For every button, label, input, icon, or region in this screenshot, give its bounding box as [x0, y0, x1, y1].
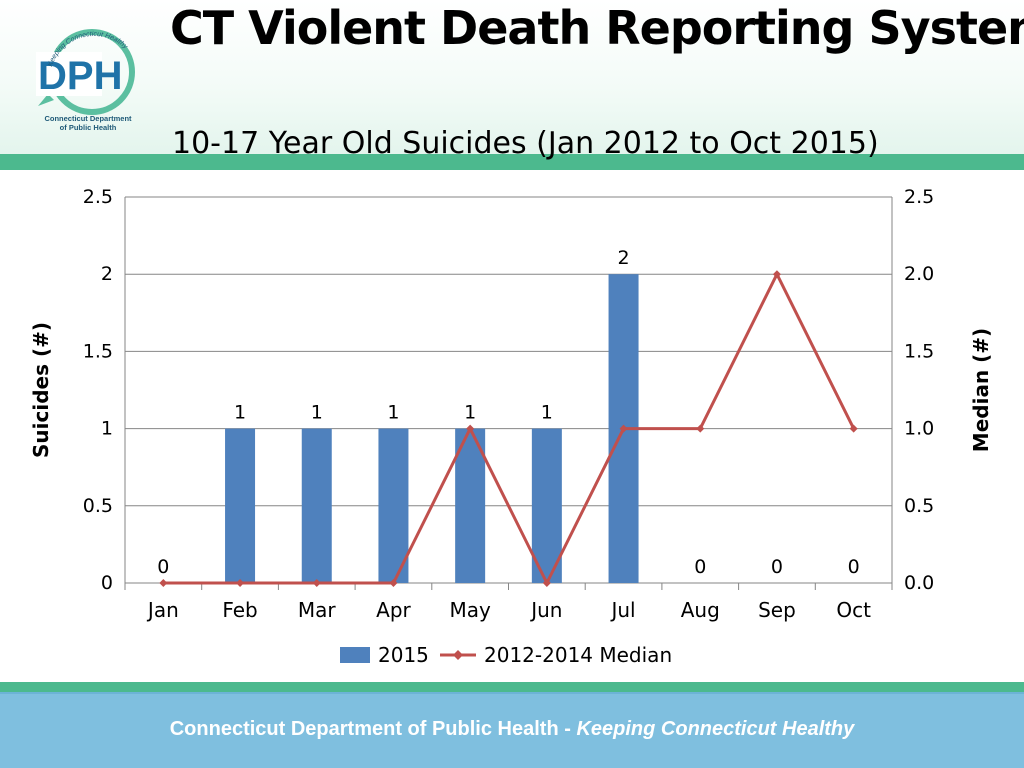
x-tick-label: Jun	[529, 598, 562, 622]
bar	[225, 428, 256, 583]
y-tick-label: 1.5	[83, 340, 113, 362]
footer: Connecticut Department of Public Health …	[0, 692, 1024, 768]
logo-caption: Connecticut Department of Public Health	[22, 114, 154, 132]
legend-swatch-2015	[340, 647, 370, 663]
logo-caption-line1: Connecticut Department	[44, 114, 132, 123]
median-point	[542, 579, 551, 587]
y-tick-label: 0	[101, 572, 113, 594]
logo-letters: DPH	[38, 54, 122, 98]
bar-data-label: 0	[848, 556, 860, 578]
bar-data-label: 0	[157, 556, 169, 578]
y2-tick-label: 2.0	[904, 263, 934, 285]
median-point	[619, 424, 628, 433]
header-background	[0, 0, 1024, 160]
header-band	[0, 154, 1024, 170]
y2-tick-label: 0.5	[904, 495, 934, 517]
x-tick-label: May	[449, 598, 491, 622]
x-tick-label: Jan	[146, 598, 179, 622]
median-point	[772, 270, 781, 279]
bar-data-label: 0	[771, 556, 783, 578]
bar	[455, 428, 486, 583]
x-tick-label: Apr	[376, 598, 411, 622]
chart-subtitle: 10-17 Year Old Suicides (Jan 2012 to Oct…	[172, 126, 879, 161]
bar-data-label: 0	[694, 556, 706, 578]
bar	[531, 428, 562, 583]
footer-tagline: Keeping Connecticut Healthy	[576, 718, 855, 740]
footer-text: Connecticut Department of Public Health …	[0, 718, 1024, 741]
bar-data-label: 2	[618, 247, 630, 269]
footer-separator: -	[558, 718, 577, 740]
x-tick-label: Feb	[222, 598, 257, 622]
median-point	[159, 579, 168, 587]
footer-main: Connecticut Department of Public Health	[169, 718, 559, 740]
dph-logo: DPH Keeping Connecticut Healthy	[36, 29, 135, 115]
median-point	[236, 579, 245, 587]
legend-label-2015: 2015	[378, 643, 429, 667]
median-point	[389, 579, 398, 587]
chart: 0 0.5 1 1.5 2 2.5 0.0 0.5 1.0 1.5 2.0 2.5 0 1 1 1 1 1 2 0 0 0…	[29, 186, 993, 667]
y-axis-title: Suicides (#)	[29, 322, 53, 458]
legend-marker-median	[453, 650, 463, 660]
y-tick-label: 2	[101, 263, 113, 285]
page-title: CT Violent Death Reporting System	[170, 1, 1024, 55]
median-point	[696, 424, 705, 433]
logo-caption-line2: of Public Health	[59, 123, 117, 132]
bar-data-label: 1	[234, 402, 246, 424]
median-point	[849, 424, 858, 433]
y2-tick-label: 0.0	[904, 572, 934, 594]
bar	[301, 428, 332, 583]
logo-tail	[38, 94, 54, 106]
bar	[378, 428, 409, 583]
x-tick-label: Jul	[609, 598, 635, 622]
y2-axis-title: Median (#)	[969, 328, 993, 452]
y2-tick-label: 1.0	[904, 418, 934, 440]
y-tick-label: 2.5	[83, 186, 113, 208]
y2-tick-label: 1.5	[904, 340, 934, 362]
bar-data-label: 1	[541, 402, 553, 424]
bar-data-label: 1	[311, 402, 323, 424]
x-tick-label: Oct	[836, 598, 871, 622]
legend-label-median: 2012-2014 Median	[484, 643, 672, 667]
median-point	[466, 424, 475, 433]
x-tick-label: Aug	[681, 598, 720, 622]
median-line	[163, 272, 855, 585]
bar-data-label: 1	[464, 402, 476, 424]
x-tick-label: Mar	[298, 598, 337, 622]
bar-data-label: 1	[387, 402, 399, 424]
y-tick-label: 0.5	[83, 495, 113, 517]
footer-band	[0, 682, 1024, 692]
median-point	[312, 579, 321, 587]
y2-tick-label: 2.5	[904, 186, 934, 208]
logo-backdrop	[36, 52, 102, 96]
y-tick-label: 1	[101, 418, 113, 440]
x-tick-label: Sep	[758, 598, 796, 622]
